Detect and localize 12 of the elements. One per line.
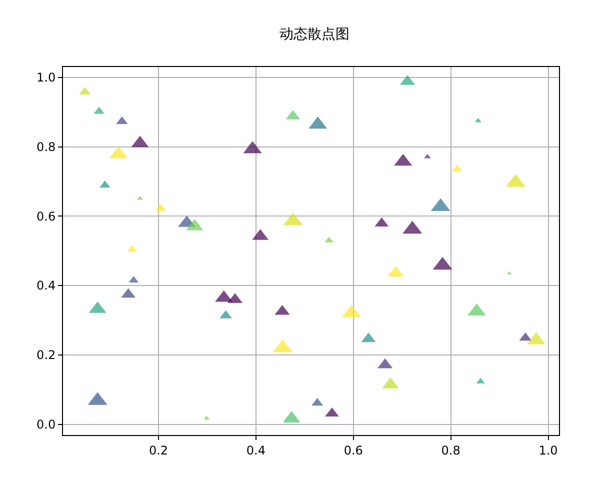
x-tick-label: 0.8	[441, 443, 460, 458]
y-tick-label: 0.8	[36, 140, 56, 154]
x-tick-label: 1.0	[538, 443, 558, 458]
x-tick-label: 0.6	[344, 443, 363, 458]
x-tick-label: 0.4	[246, 443, 266, 458]
y-tick-label: 0.0	[36, 417, 56, 432]
y-tick-label: 0.2	[36, 348, 56, 362]
y-tick-label: 0.6	[36, 209, 56, 224]
y-tick-label: 1.0	[36, 70, 56, 85]
x-tick-label: 0.2	[148, 443, 168, 458]
y-tick-label: 0.4	[36, 278, 56, 293]
chart-title: 动态散点图	[280, 26, 350, 43]
